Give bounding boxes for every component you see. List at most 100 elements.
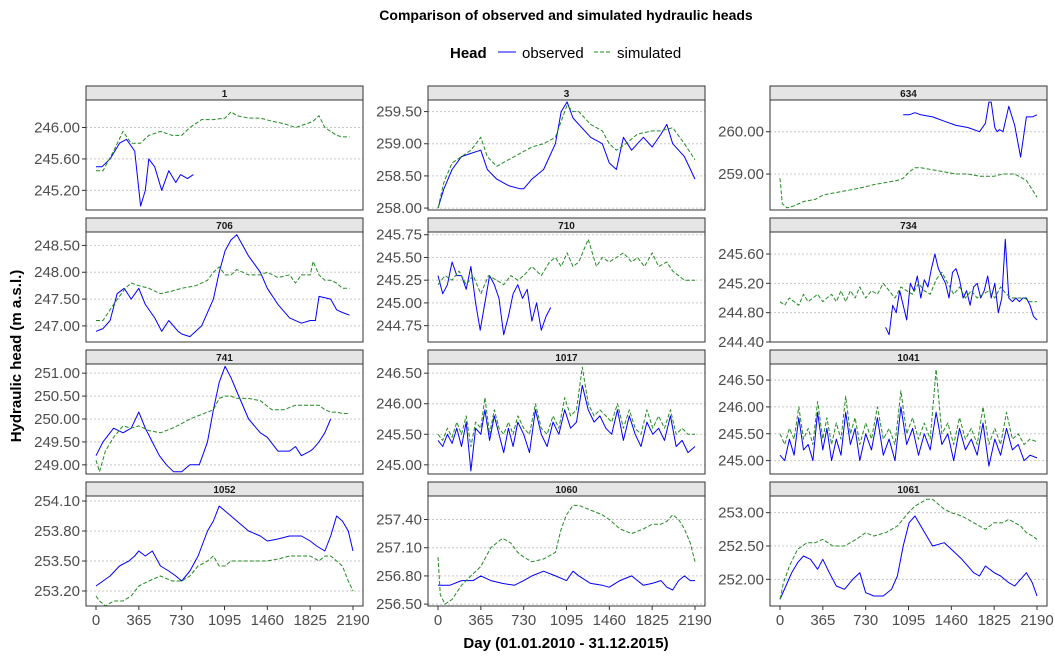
panel-1: 1 245.20 245.60 246.00: [34, 85, 364, 211]
y-tick-label: 245.50: [718, 426, 764, 443]
x-tick-label: 1095: [208, 612, 241, 629]
plot-area-1061: [770, 496, 1047, 606]
x-tick-label: 1825: [635, 612, 668, 629]
y-tick-label: 259.50: [376, 104, 422, 121]
series-observed-line: [96, 138, 194, 207]
panel-3: 3 258.00 258.50 259.00 259.50: [376, 85, 706, 217]
strip-label-634: 634: [900, 89, 917, 100]
series-observed-line: [885, 238, 1038, 336]
panel-border: [427, 231, 706, 343]
y-tick-label: 245.20: [718, 275, 764, 292]
y-tick-label: 257.10: [376, 540, 422, 557]
x-axis-label: Day (01.01.2010 - 31.12.2015): [463, 635, 668, 652]
y-tick-label: 256.50: [376, 596, 422, 613]
y-tick-label: 248.00: [34, 264, 80, 281]
legend: Head observed simulated: [450, 45, 681, 62]
y-tick-label: 253.20: [34, 583, 80, 600]
x-tick-label: 365: [468, 612, 493, 629]
y-tick-label: 245.25: [376, 272, 422, 289]
y-tick-label: 260.00: [718, 124, 764, 141]
series-observed-line: [95, 365, 332, 473]
y-tick-label: 252.00: [718, 571, 764, 588]
strip-label-1041: 1041: [897, 353, 920, 364]
panel-1017: 1017 245.00 245.50 246.00 246.50: [376, 349, 706, 475]
legend-title: Head: [450, 45, 487, 62]
series-simulated-line: [437, 366, 695, 447]
legend-label-simulated: simulated: [617, 45, 681, 62]
x-tick-label: 0: [92, 612, 100, 629]
x-tick-label: 1460: [251, 612, 284, 629]
strip-label-1061: 1061: [897, 485, 920, 496]
panel-710: 710 244.75 245.00 245.25 245.50 245.75: [376, 217, 706, 343]
series-observed-line: [437, 101, 696, 209]
strip-label-734: 734: [900, 221, 917, 232]
y-tick-label: 258.00: [376, 200, 422, 217]
y-tick-label: 245.75: [376, 227, 422, 244]
y-axis-label: Hydraulic head (m a.s.l.): [8, 270, 25, 443]
y-tick-label: 248.50: [34, 237, 80, 254]
plot-area-741: [86, 364, 363, 474]
y-tick-label: 245.00: [376, 457, 422, 474]
plot-area-1060: [428, 496, 705, 606]
y-tick-label: 245.00: [718, 453, 764, 470]
strip-label-1052: 1052: [213, 485, 236, 496]
x-tick-label: 730: [169, 612, 194, 629]
x-tick-label: 730: [853, 612, 878, 629]
series-simulated-line: [779, 167, 1038, 209]
x-tick-label: 1825: [293, 612, 326, 629]
series-simulated-line: [96, 111, 350, 172]
plot-area-1052: [86, 496, 363, 606]
y-tick-label: 246.50: [376, 365, 422, 382]
x-tick-label: 730: [511, 612, 536, 629]
y-tick-label: 258.50: [376, 168, 422, 185]
series-simulated-line: [96, 261, 350, 321]
series-simulated-line: [779, 271, 1037, 306]
chart-title: Comparison of observed and simulated hyd…: [379, 7, 753, 23]
y-tick-label: 250.00: [34, 411, 80, 428]
series-observed-line: [437, 384, 696, 472]
y-tick-label: 254.10: [34, 493, 80, 510]
series-observed-line: [779, 515, 1038, 600]
y-tick-label: 244.80: [718, 305, 764, 322]
strip-label-741: 741: [216, 353, 233, 364]
series-observed-line: [95, 505, 354, 587]
x-tick-label: 0: [434, 612, 442, 629]
strip-label-1060: 1060: [555, 485, 578, 496]
series-observed-line: [437, 261, 552, 336]
y-tick-label: 245.50: [376, 249, 422, 266]
series-observed-line: [95, 234, 350, 338]
y-tick-label: 253.50: [34, 553, 80, 570]
series-observed-line: [779, 406, 1038, 467]
y-tick-label: 257.40: [376, 512, 422, 529]
strip-label-706: 706: [216, 221, 233, 232]
plot-area-3: [428, 100, 705, 210]
panel-734: 734 244.40 244.80 245.20 245.60: [718, 217, 1048, 351]
y-tick-label: 256.80: [376, 568, 422, 585]
y-tick-label: 259.00: [376, 136, 422, 153]
panel-border: [85, 231, 364, 343]
panel-border: [769, 231, 1048, 343]
y-tick-label: 252.50: [718, 538, 764, 555]
y-tick-label: 247.50: [34, 291, 80, 308]
panel-706: 706 247.00 247.50 248.00 248.50: [34, 217, 364, 343]
series-simulated-line: [437, 104, 696, 209]
y-tick-label: 250.50: [34, 388, 80, 405]
x-tick-label: 365: [810, 612, 835, 629]
x-tick-label: 1460: [935, 612, 968, 629]
y-tick-label: 244.75: [376, 318, 422, 335]
panel-border: [85, 363, 364, 475]
y-tick-label: 244.40: [718, 334, 764, 351]
panel-border: [427, 363, 706, 475]
x-tick-label: 2190: [678, 612, 711, 629]
x-tick-label: 1460: [593, 612, 626, 629]
panel-border: [427, 99, 706, 211]
y-tick-label: 249.00: [34, 457, 80, 474]
y-tick-label: 259.00: [718, 166, 764, 183]
y-tick-label: 245.60: [718, 246, 764, 263]
y-tick-label: 249.50: [34, 434, 80, 451]
series-simulated-line: [779, 368, 1038, 445]
strip-label-3: 3: [564, 89, 570, 100]
plot-area-1017: [428, 364, 705, 474]
panel-634: 634 259.00 260.00: [718, 85, 1048, 211]
strip-label-1: 1: [222, 89, 228, 100]
